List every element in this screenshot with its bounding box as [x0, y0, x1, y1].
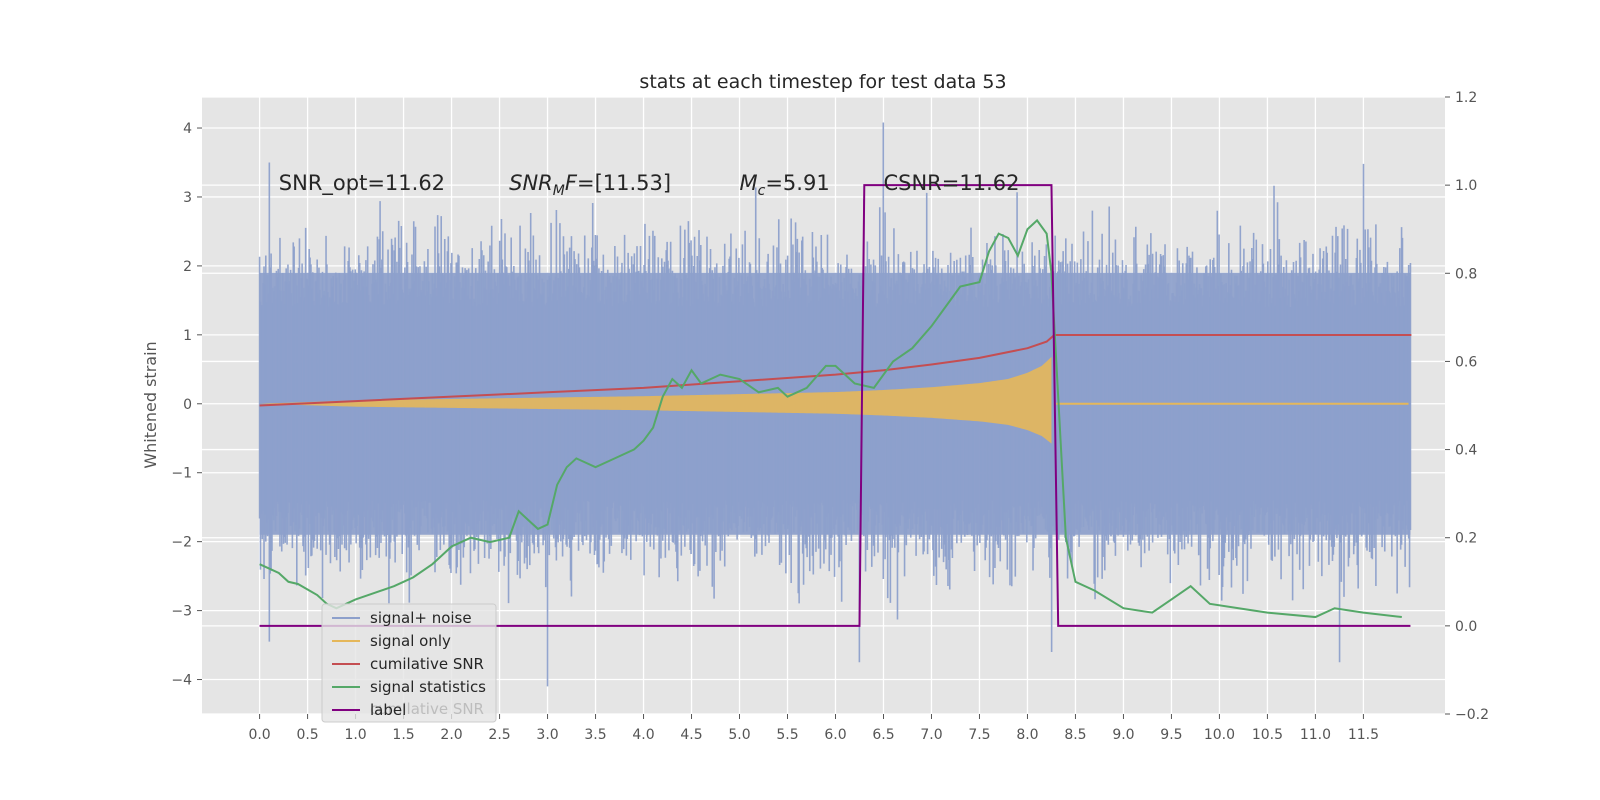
- x-tick-label: 10.0: [1204, 727, 1235, 743]
- chart-title: stats at each timestep for test data 53: [639, 71, 1006, 93]
- y2-tick-label: 0.0: [1455, 619, 1477, 635]
- x-tick-label: 11.0: [1300, 727, 1331, 743]
- legend-label: signal+ noise: [370, 609, 472, 627]
- x-tick-label: 6.0: [824, 727, 846, 743]
- annotations: SNR_opt=11.62 SNRMF=[11.53] Mc=5.91 CSNR=11…: [279, 171, 1020, 199]
- y2-tick-label: 0.4: [1455, 443, 1477, 459]
- x-tick-label: 3.5: [584, 727, 606, 743]
- series-signal-plus-noise: [258, 122, 1412, 687]
- legend-label: label: [370, 701, 406, 719]
- series-cumilative-snr: [259, 333, 1412, 407]
- x-tick-label: 4.5: [680, 727, 702, 743]
- x-tick-label: 3.0: [536, 727, 558, 743]
- y-tick-label: 1: [183, 328, 192, 344]
- x-tick-label: 8.0: [1016, 727, 1038, 743]
- y-tick-label: −2: [171, 535, 192, 551]
- y2-tick-label: 0.6: [1455, 354, 1477, 370]
- x-axis: 0.0 0.5 1.0 1.5 2.0 2.5 3.0 3.5 4.0 4.5 5.0 5.5 6.0 6…: [248, 714, 1379, 743]
- x-tick-label: 1.0: [344, 727, 366, 743]
- y-tick-label: 4: [183, 121, 192, 137]
- x-tick-label: 11.5: [1348, 727, 1379, 743]
- y-tick-label: 2: [183, 259, 192, 275]
- legend-label: signal only: [370, 632, 451, 650]
- annotation-text: SNR_opt=11.62: [279, 171, 445, 196]
- y2-tick-label: 0.8: [1455, 266, 1477, 282]
- legend-overlap-text: cumilative SNR: [370, 700, 484, 718]
- x-tick-label: 0.5: [296, 727, 318, 743]
- y2-axis: −0.2 0.0 0.2 0.4 0.6 0.8 1.0 1.2: [1445, 90, 1489, 723]
- x-tick-label: 4.0: [632, 727, 654, 743]
- x-tick-label: 6.5: [872, 727, 894, 743]
- legend-label: cumilative SNR: [370, 655, 484, 673]
- legend-box: [321, 603, 497, 723]
- x-tick-label: 5.0: [728, 727, 750, 743]
- x-tick-label: 7.5: [968, 727, 990, 743]
- annotation-text: Mc=5.91: [740, 171, 830, 199]
- y2-tick-label: −0.2: [1455, 707, 1489, 723]
- y-axis-label: Whitened strain: [141, 341, 160, 468]
- x-tick-label: 9.5: [1160, 727, 1182, 743]
- legend: cumilative SNR signal+ noise signal only cu…: [321, 603, 497, 723]
- y-tick-label: 3: [183, 190, 192, 206]
- y-axis: −4 −3 −2 −1 0 1 2 3 4: [171, 121, 202, 689]
- x-tick-label: 1.5: [392, 727, 414, 743]
- x-tick-label: 2.0: [440, 727, 462, 743]
- annotation-text: CSNR=11.62: [883, 171, 1019, 195]
- legend-label: signal statistics: [370, 678, 486, 696]
- x-tick-label: 5.5: [776, 727, 798, 743]
- series-signal-only: [259, 356, 1052, 444]
- x-tick-label: 0.0: [248, 727, 270, 743]
- y2-tick-label: 1.2: [1455, 90, 1477, 106]
- y-tick-label: −4: [171, 673, 192, 689]
- x-tick-label: 8.5: [1064, 727, 1086, 743]
- y-tick-label: 0: [183, 397, 192, 413]
- series-label: [259, 184, 1411, 627]
- annotation-text: SNRMF=[11.53]: [509, 171, 671, 199]
- x-tick-label: 9.0: [1112, 727, 1134, 743]
- x-tick-label: 7.0: [920, 727, 942, 743]
- y-tick-label: −1: [171, 466, 192, 482]
- y2-tick-label: 0.2: [1455, 531, 1477, 547]
- y-tick-label: −3: [171, 604, 192, 620]
- y2-tick-label: 1.0: [1455, 178, 1477, 194]
- x-tick-label: 10.5: [1252, 727, 1283, 743]
- series-signal-statistics: [259, 218, 1402, 619]
- x-tick-label: 2.5: [488, 727, 510, 743]
